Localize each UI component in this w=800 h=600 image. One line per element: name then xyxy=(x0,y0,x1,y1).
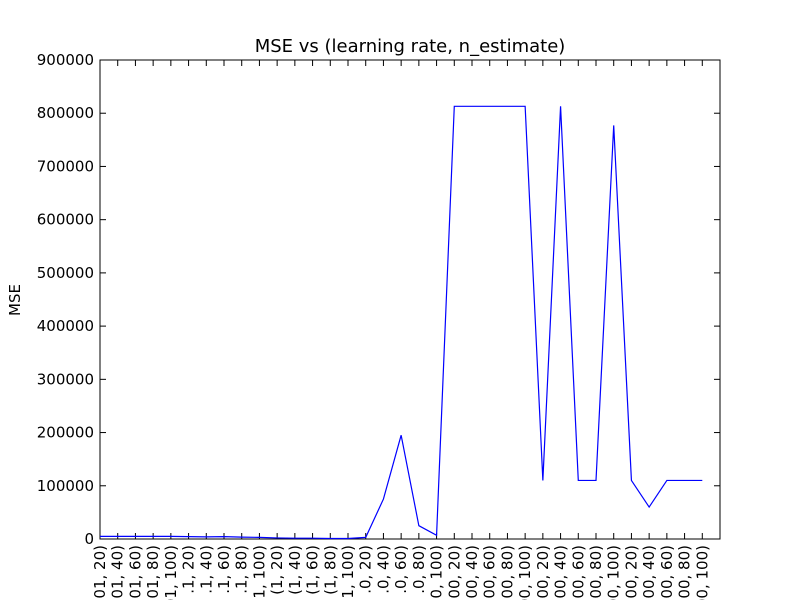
x-tick-label: (1, 80) xyxy=(321,545,339,595)
x-tick-label: .0, 100) xyxy=(428,545,446,600)
y-tick-label: 300000 xyxy=(37,370,94,388)
x-tick-label: 00, 40) xyxy=(552,545,570,599)
x-tick-label: 01, 100) xyxy=(162,545,180,600)
plot-frame xyxy=(99,59,721,540)
x-tick-label: .1, 20) xyxy=(180,545,198,594)
y-tick-label: 200000 xyxy=(37,424,94,442)
x-tick-label: 00, 60) xyxy=(569,545,587,599)
x-tick-label: 00, 80) xyxy=(587,545,605,599)
y-tick-label: 800000 xyxy=(37,104,94,122)
x-tick-label: 01, 60) xyxy=(126,545,144,599)
y-tick-label: 900000 xyxy=(37,51,94,69)
x-tick-label: 00, 100) xyxy=(605,545,623,600)
x-tick-label: (1, 40) xyxy=(286,545,304,595)
chart-title: MSE vs (learning rate, n_estimate) xyxy=(255,36,566,57)
x-tick-label: .0, 60) xyxy=(392,545,410,594)
x-tick-label: (1, 20) xyxy=(268,545,286,595)
x-tick-label: 00, 100) xyxy=(516,545,534,600)
y-tick-label: 500000 xyxy=(37,264,94,282)
y-tick-label: 700000 xyxy=(37,157,94,175)
y-axis-label: MSE xyxy=(6,284,24,316)
x-tick-label: .1, 60) xyxy=(215,545,233,594)
x-tick-label: 00, 20) xyxy=(622,545,640,599)
x-tick-label: 00, 20) xyxy=(445,545,463,599)
x-tick-label: 00, 60) xyxy=(481,545,499,599)
x-tick-label: 00, 20) xyxy=(534,545,552,599)
x-tick-label: 01, 80) xyxy=(144,545,162,599)
x-tick-label: .0, 20) xyxy=(357,545,375,594)
y-tick-label: 600000 xyxy=(37,211,94,229)
x-tick-label: 00, 100) xyxy=(693,545,711,600)
x-tick-label: 00, 60) xyxy=(658,545,676,599)
x-tick-label: 1, 100) xyxy=(250,545,268,599)
x-tick-label: .0, 80) xyxy=(410,545,428,594)
y-tick-label: 400000 xyxy=(37,317,94,335)
x-tick-label: 00, 40) xyxy=(640,545,658,599)
x-tick-label: 00, 40) xyxy=(463,545,481,599)
x-tick-label: (1, 60) xyxy=(304,545,322,595)
x-tick-label: 00, 80) xyxy=(498,545,516,599)
x-tick-label: 01, 20) xyxy=(91,545,109,599)
x-tick-label: 1, 100) xyxy=(339,545,357,599)
x-tick-label: .1, 80) xyxy=(233,545,251,594)
y-tick-label: 0 xyxy=(84,530,94,548)
y-tick-label: 100000 xyxy=(37,477,94,495)
x-tick-label: 01, 40) xyxy=(109,545,127,599)
x-tick-label: .0, 40) xyxy=(374,545,392,594)
x-tick-label: .1, 40) xyxy=(197,545,215,594)
line xyxy=(100,105,703,540)
x-tick-label: 00, 80) xyxy=(676,545,694,599)
